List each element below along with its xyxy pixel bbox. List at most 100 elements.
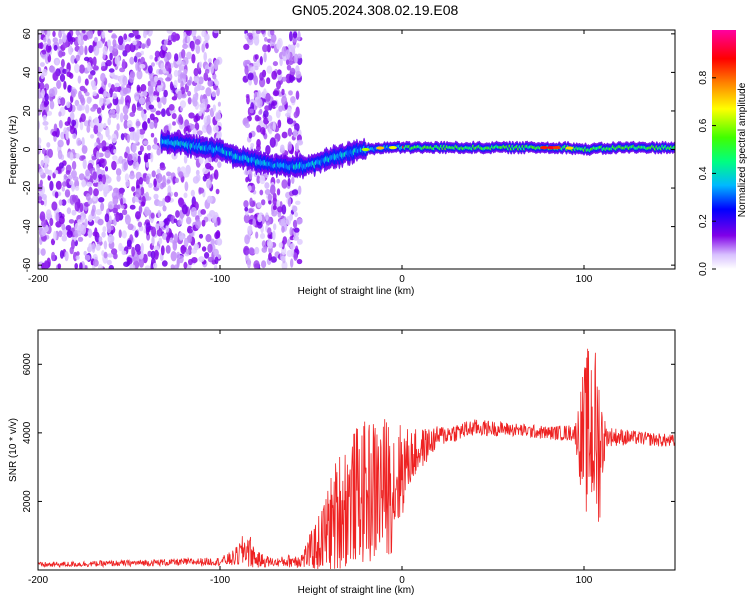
noise-speckle	[150, 212, 155, 219]
noise-speckle	[271, 210, 278, 217]
noise-speckle	[273, 223, 277, 231]
noise-speckle	[126, 133, 131, 143]
noise-speckle	[60, 58, 65, 68]
noise-speckle	[269, 137, 276, 148]
noise-speckle	[159, 49, 166, 59]
noise-speckle	[140, 109, 145, 119]
noise-speckle	[193, 243, 200, 251]
noise-speckle	[86, 96, 92, 104]
noise-speckle	[122, 209, 128, 216]
ridge-core	[672, 145, 675, 149]
noise-speckle	[168, 123, 172, 132]
noise-speckle	[57, 149, 63, 160]
noise-speckle	[151, 62, 155, 67]
y-tick-label: 4000	[22, 421, 33, 444]
noise-speckle	[178, 171, 184, 178]
noise-speckle	[44, 162, 48, 173]
noise-speckle	[99, 133, 104, 141]
noise-speckle	[103, 123, 107, 129]
noise-speckle	[38, 108, 42, 116]
noise-speckle	[47, 174, 51, 181]
noise-speckle	[114, 56, 119, 65]
noise-speckle	[124, 173, 129, 182]
noise-speckle	[215, 188, 220, 195]
ridge-peak	[376, 146, 385, 150]
noise-speckle	[149, 113, 155, 121]
noise-speckle	[58, 38, 63, 45]
noise-speckle	[280, 255, 286, 261]
noise-speckle	[71, 119, 77, 127]
noise-speckle	[181, 204, 188, 215]
noise-speckle	[87, 65, 93, 72]
noise-speckle	[155, 223, 160, 231]
noise-speckle	[69, 152, 74, 161]
noise-speckle	[243, 43, 250, 51]
noise-speckle	[108, 264, 114, 269]
noise-speckle	[287, 238, 291, 247]
noise-speckle	[48, 88, 55, 98]
noise-speckle	[107, 103, 112, 109]
noise-speckle	[285, 112, 291, 118]
noise-speckle	[260, 30, 266, 34]
noise-speckle	[53, 123, 58, 132]
noise-speckle	[116, 104, 120, 115]
noise-speckle	[255, 60, 261, 68]
noise-speckle	[201, 43, 205, 53]
noise-speckle	[259, 72, 264, 81]
noise-speckle	[96, 150, 100, 160]
noise-speckle	[213, 124, 219, 133]
noise-speckle	[205, 234, 212, 243]
noise-speckle	[262, 44, 268, 53]
noise-speckle	[285, 49, 291, 60]
noise-speckle	[102, 45, 108, 55]
noise-speckle	[98, 197, 105, 203]
noise-speckle	[246, 95, 250, 105]
noise-speckle	[99, 158, 105, 164]
colorbar-ticks: 0.0 0.2 0.4 0.6 0.8	[698, 70, 716, 276]
noise-speckle	[166, 30, 173, 34]
noise-speckle	[84, 45, 88, 56]
noise-speckle	[49, 180, 54, 191]
noise-speckle	[41, 49, 47, 55]
noise-speckle	[84, 254, 91, 261]
noise-speckle	[182, 57, 189, 66]
noise-speckle	[115, 211, 121, 223]
noise-speckle	[131, 103, 137, 114]
noise-speckle	[39, 211, 46, 222]
noise-speckle	[96, 163, 100, 172]
noise-speckle	[134, 96, 139, 102]
noise-speckle	[170, 264, 175, 269]
noise-speckle	[124, 214, 131, 225]
noise-speckle	[42, 121, 49, 126]
spectrogram-xlabel: Height of straight line (km)	[298, 286, 415, 297]
noise-speckle	[112, 74, 118, 80]
noise-speckle	[261, 246, 268, 253]
noise-speckle	[93, 124, 99, 135]
noise-speckle	[160, 245, 165, 256]
noise-speckle	[154, 249, 159, 260]
noise-speckle	[40, 159, 44, 167]
noise-speckle	[133, 30, 139, 37]
noise-speckle	[268, 200, 272, 205]
noise-speckle	[135, 52, 142, 58]
noise-speckle	[129, 56, 135, 65]
noise-speckle	[122, 75, 128, 86]
spectrogram-marks	[38, 30, 675, 269]
noise-speckle	[127, 153, 133, 161]
noise-speckle	[124, 43, 131, 53]
noise-speckle	[42, 114, 47, 122]
noise-speckle	[149, 96, 154, 103]
noise-speckle	[173, 69, 179, 78]
noise-speckle	[193, 115, 199, 123]
noise-speckle	[161, 232, 168, 240]
noise-speckle	[292, 31, 298, 39]
noise-speckle	[286, 118, 294, 125]
noise-speckle	[177, 78, 182, 84]
noise-speckle	[59, 250, 64, 259]
noise-speckle	[111, 133, 117, 144]
noise-speckle	[155, 110, 162, 116]
noise-speckle	[77, 219, 81, 225]
noise-speckle	[156, 173, 163, 183]
noise-speckle	[244, 234, 251, 245]
noise-speckle	[52, 72, 59, 81]
